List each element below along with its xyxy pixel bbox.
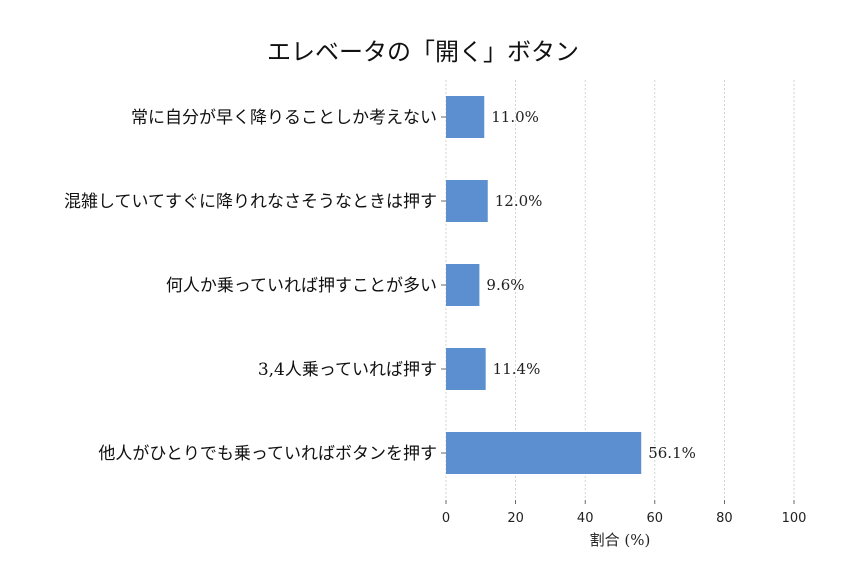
data-label: 11.0% (491, 108, 539, 126)
bar (446, 180, 488, 222)
x-tick-label: 60 (647, 511, 664, 526)
bar (446, 96, 485, 138)
y-tick-label: 常に自分が早く降りることしか考えない (131, 108, 437, 128)
y-tick-label: 混雑していてすぐに降りれなさそうなときは押す (64, 192, 437, 212)
x-tick-label: 0 (442, 511, 450, 526)
y-tick-label: 他人がひとりでも乗っていればボタンを押す (98, 444, 437, 464)
bar (446, 432, 642, 474)
x-tick-label: 40 (577, 511, 594, 526)
y-tick-label: 何人か乗っていれば押すことが多い (166, 276, 437, 296)
x-axis-label: 割合 (%) (590, 531, 651, 549)
data-label: 12.0% (495, 192, 543, 210)
data-label: 9.6% (486, 276, 524, 294)
x-tick-label: 80 (716, 511, 733, 526)
x-tick-label: 100 (782, 511, 807, 526)
chart-title: エレベータの「開く」ボタン (267, 38, 579, 66)
data-label: 56.1% (648, 444, 696, 462)
x-tick-label: 20 (507, 511, 524, 526)
bar (446, 348, 486, 390)
y-tick-label: 3,4人乗っていれば押す (258, 360, 437, 380)
bar (446, 264, 480, 306)
data-label: 11.4% (493, 360, 541, 378)
